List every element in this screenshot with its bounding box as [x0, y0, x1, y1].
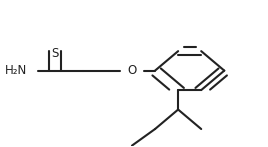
- Text: S: S: [51, 47, 59, 60]
- Text: H₂N: H₂N: [5, 64, 27, 77]
- Text: O: O: [127, 64, 137, 77]
